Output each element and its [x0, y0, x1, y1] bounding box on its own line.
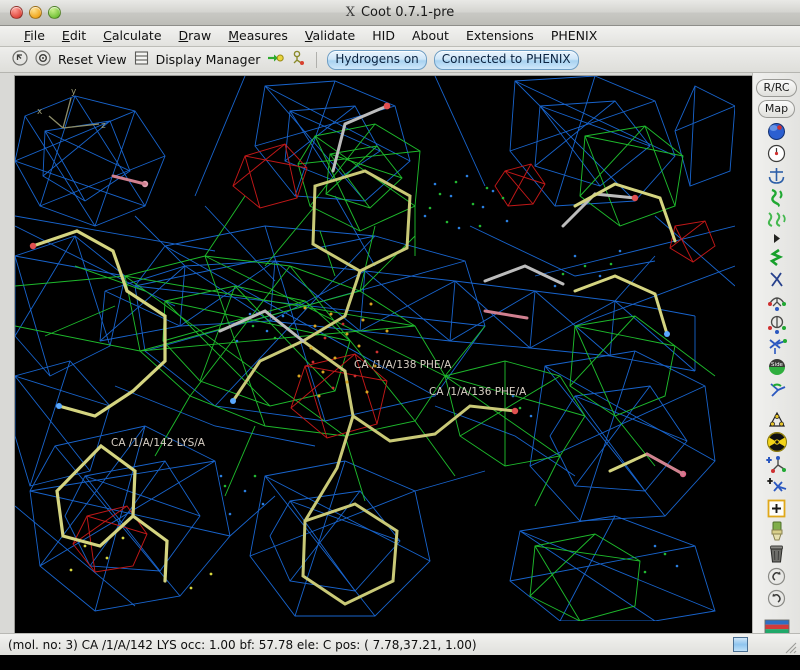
map-button[interactable]: Map [757, 100, 796, 118]
menu-measures[interactable]: Measures [228, 28, 288, 43]
coot-main-window: X Coot 0.7.1-pre File Edit Calculate Dra… [0, 0, 800, 655]
target-icon[interactable] [35, 49, 51, 70]
torsion-arc-icon[interactable] [762, 291, 792, 312]
back-arrow-icon[interactable] [12, 49, 28, 70]
hydrogens-toggle-button[interactable]: Hydrogens on [327, 49, 427, 70]
trash-icon[interactable] [762, 543, 792, 565]
sphere-blue-icon[interactable] [762, 121, 792, 142]
window-controls [0, 6, 61, 19]
title-bar: X Coot 0.7.1-pre [0, 0, 800, 26]
rotamer-green-icon[interactable] [762, 247, 792, 268]
ribbon-green-icon[interactable] [762, 187, 792, 208]
window-title-text: Coot 0.7.1-pre [360, 5, 455, 20]
menu-about[interactable]: About [411, 28, 449, 43]
resize-grip-icon[interactable] [781, 638, 797, 654]
undo-icon[interactable] [762, 566, 792, 587]
phenix-connection-button[interactable]: Connected to PHENIX [433, 49, 579, 70]
svg-text:y: y [71, 87, 77, 97]
rotamer-blue-icon[interactable] [762, 269, 792, 290]
paintbrush-icon[interactable] [762, 520, 792, 542]
atom-red-icon[interactable] [291, 50, 306, 70]
close-button[interactable] [10, 6, 23, 19]
play-triangle-icon[interactable] [762, 231, 792, 246]
display-manager-icon[interactable] [134, 50, 149, 70]
menu-file[interactable]: File [24, 28, 45, 43]
reset-view-button[interactable]: Reset View [58, 52, 127, 67]
menu-hid[interactable]: HID [372, 28, 395, 43]
rrc-button[interactable]: R/RC [756, 79, 797, 97]
add-terminal-residue-icon[interactable] [762, 476, 792, 497]
biohazard-small-icon[interactable] [762, 410, 792, 430]
radioactive-yellow-icon[interactable] [762, 431, 792, 453]
status-text: (mol. no: 3) CA /1/A/142 LYS occ: 1.00 b… [8, 637, 477, 652]
zoom-button[interactable] [48, 6, 61, 19]
menu-calculate[interactable]: Calculate [103, 28, 162, 43]
side-chain-icon[interactable]: Side [762, 357, 792, 379]
main-toolbar: Reset View Display Manager Hydroge [0, 47, 800, 73]
menu-phenix[interactable]: PHENIX [550, 28, 598, 43]
status-bar: (mol. no: 3) CA /1/A/142 LYS occ: 1.00 b… [0, 633, 800, 655]
svg-text:z: z [101, 121, 106, 131]
right-tool-sidebar: R/RC Map [752, 73, 800, 633]
fit-molecule-icon[interactable] [762, 380, 792, 401]
axis-indicator [48, 97, 100, 129]
content-area: x y z CA /1/A/138 PHE/A CA /1/A/136 PHE/… [0, 73, 800, 633]
add-atom-icon[interactable] [762, 454, 792, 475]
svg-text:Side: Side [771, 362, 784, 368]
menu-extensions[interactable]: Extensions [465, 28, 534, 43]
graphics-canvas-container: x y z CA /1/A/138 PHE/A CA /1/A/136 PHE/… [0, 73, 752, 633]
plus-box-icon[interactable] [762, 498, 792, 519]
x-app-icon: X [345, 5, 355, 20]
mutate-blue-icon[interactable] [762, 335, 792, 356]
menu-edit[interactable]: Edit [61, 28, 87, 43]
density-map-render: x y z [15, 76, 735, 621]
anchor-icon[interactable] [762, 165, 792, 186]
redo-icon[interactable] [762, 588, 792, 609]
molecular-graphics-viewport[interactable]: x y z CA /1/A/138 PHE/A CA /1/A/136 PHE/… [14, 75, 752, 633]
ribbon-sheet-icon[interactable] [762, 209, 792, 230]
display-manager-button[interactable]: Display Manager [155, 52, 261, 67]
menu-validate[interactable]: Validate [304, 28, 356, 43]
toolbar-separator [316, 51, 318, 68]
menu-draw[interactable]: Draw [178, 28, 212, 43]
density-dots [69, 174, 679, 590]
window-title: X Coot 0.7.1-pre [0, 5, 800, 20]
clock-dial-icon[interactable] [762, 143, 792, 164]
status-color-swatch[interactable] [733, 637, 748, 652]
go-green-icon[interactable] [267, 50, 285, 69]
menu-bar: File Edit Calculate Draw Measures Valida… [0, 26, 800, 47]
minimize-button[interactable] [29, 6, 42, 19]
pepflip-icon[interactable] [762, 313, 792, 334]
flag-colored-icon[interactable] [762, 618, 792, 633]
status-resize-area [754, 635, 798, 655]
svg-text:x: x [37, 107, 43, 117]
